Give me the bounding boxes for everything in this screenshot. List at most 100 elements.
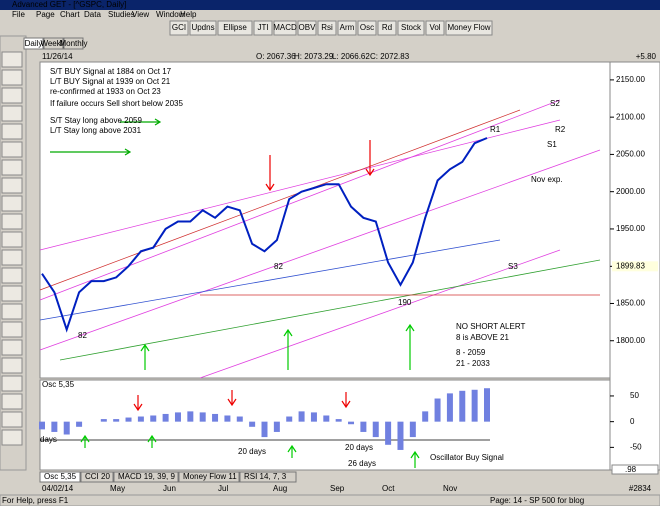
chart-annotation: NO SHORT ALERT: [456, 322, 525, 331]
date-month: May: [110, 484, 125, 493]
chart-annotation: 21 - 2033: [456, 359, 490, 368]
menu-item[interactable]: View: [132, 10, 149, 19]
date-month: Aug: [273, 484, 287, 493]
menu-item[interactable]: Chart: [60, 10, 80, 19]
toolbar-button[interactable]: [273, 20, 297, 36]
study-tab[interactable]: [178, 471, 240, 483]
tool-button[interactable]: [1, 393, 23, 410]
date-month: Jun: [163, 484, 176, 493]
osc-bar: [100, 419, 107, 422]
toolbar-button[interactable]: [169, 20, 189, 36]
tool-button[interactable]: [1, 429, 23, 446]
osc-bar: [199, 412, 206, 422]
tool-button[interactable]: [1, 51, 23, 68]
toolbar-button[interactable]: [337, 20, 357, 36]
osc-bar: [236, 416, 243, 422]
date-start: 04/02/14: [42, 484, 74, 493]
timeframe-tab[interactable]: [23, 37, 44, 50]
osc-bar: [224, 415, 231, 422]
study-tab-label: Osc 5,35: [44, 472, 77, 481]
study-tab-label: RSI 14, 7, 3: [244, 472, 287, 481]
toolbar-label: Osc: [360, 23, 374, 32]
osc-bar: [39, 421, 45, 430]
timeframe-label: Weekly: [40, 39, 66, 48]
tool-button[interactable]: [1, 105, 23, 122]
menu-item[interactable]: Studies: [108, 10, 135, 19]
menu-item[interactable]: Help: [180, 10, 197, 19]
toolbar-button[interactable]: [397, 20, 425, 36]
y-tick-label: 2000.00: [616, 187, 645, 196]
menu-item[interactable]: File: [12, 10, 25, 19]
timeframe-tab[interactable]: [43, 37, 64, 50]
timeframe-tab[interactable]: [63, 37, 84, 50]
tool-button[interactable]: [1, 249, 23, 266]
tool-button[interactable]: [1, 195, 23, 212]
tool-button[interactable]: [1, 285, 23, 302]
tool-button[interactable]: [1, 339, 23, 356]
date-month: Sep: [330, 484, 345, 493]
osc-bar: [125, 417, 132, 422]
study-tab[interactable]: [39, 471, 81, 483]
toolbar-button[interactable]: [445, 20, 493, 36]
status-page: Page: 14 - SP 500 for blog: [490, 496, 584, 505]
chart-annotation: 8 is ABOVE 21: [456, 333, 509, 342]
tool-button[interactable]: [1, 141, 23, 158]
tool-button[interactable]: [1, 321, 23, 338]
last-price: 1899.83: [616, 261, 645, 270]
chart-annotation: L/T Stay long above 2031: [50, 126, 142, 135]
window-title: Advanced GET - [^GSPC, Daily]: [12, 0, 126, 9]
chart-annotation: 8 - 2059: [456, 348, 486, 357]
chart-annotation: re-confirmed at 1933 on Oct 23: [50, 87, 161, 96]
tool-button[interactable]: [1, 159, 23, 176]
price-line: [41, 137, 488, 333]
osc-bar: [63, 421, 70, 435]
toolbar-label: Arm: [340, 23, 355, 32]
menu-item[interactable]: Data: [84, 10, 101, 19]
toolbar-button[interactable]: [317, 20, 337, 36]
study-tab[interactable]: [239, 471, 297, 483]
chart-annotation: S2: [550, 99, 560, 108]
osc-bar: [446, 393, 453, 422]
study-tab[interactable]: [113, 471, 179, 483]
toolbar-button[interactable]: [297, 20, 317, 36]
tool-button[interactable]: [1, 87, 23, 104]
osc-bar: [372, 421, 379, 438]
tool-button[interactable]: [1, 303, 23, 320]
osc-bar: [360, 421, 367, 432]
study-tab[interactable]: [80, 471, 114, 483]
osc-label: Osc 5,35: [42, 380, 75, 389]
tool-button[interactable]: [1, 231, 23, 248]
chart-annotation: S/T Stay long above 2059: [50, 116, 142, 125]
osc-bar: [335, 419, 342, 422]
tool-button[interactable]: [1, 375, 23, 392]
osc-bar: [422, 411, 429, 422]
osc-bar: [212, 413, 219, 422]
tool-button[interactable]: [1, 213, 23, 230]
osc-annotation: days: [40, 435, 57, 444]
toolbar-label: JTI: [257, 23, 268, 32]
toolbar-button[interactable]: [189, 20, 217, 36]
tool-button[interactable]: [1, 267, 23, 284]
toolbar-button[interactable]: [217, 20, 253, 36]
toolbar-label: Ellipse: [223, 23, 247, 32]
osc-bar: [348, 421, 355, 425]
menu-item[interactable]: Page: [36, 10, 55, 19]
toolbar-button[interactable]: [377, 20, 397, 36]
osc-bar: [484, 388, 490, 422]
toolbar-button[interactable]: [425, 20, 445, 36]
tool-button[interactable]: [1, 411, 23, 428]
tool-button[interactable]: [1, 123, 23, 140]
toolbar-label: GCI: [172, 23, 186, 32]
chart-annotation: If failure occurs Sell short below 2035: [50, 99, 184, 108]
tool-button[interactable]: [1, 177, 23, 194]
tool-button[interactable]: [1, 357, 23, 374]
osc-bar: [471, 389, 478, 422]
osc-tick-label: 0: [630, 417, 635, 426]
osc-bar: [434, 398, 441, 422]
toolbar-button[interactable]: [357, 20, 377, 36]
study-tab-label: CCI 20: [85, 472, 110, 481]
tool-button[interactable]: [1, 69, 23, 86]
title-bar: [0, 0, 660, 10]
menu-item[interactable]: Window: [156, 10, 185, 19]
toolbar-button[interactable]: [253, 20, 273, 36]
